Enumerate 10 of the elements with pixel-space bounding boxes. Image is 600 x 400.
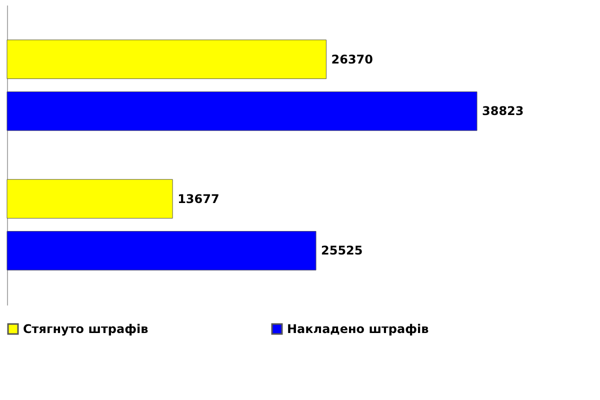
- bar: [6, 230, 316, 270]
- data-label: 38823: [482, 104, 524, 118]
- bar: [6, 179, 173, 219]
- bar: [6, 40, 326, 80]
- legend-label: Накладено штрафів: [287, 322, 430, 336]
- bar: [6, 91, 478, 131]
- data-label: 25525: [321, 244, 363, 258]
- legend-label: Стягнуто штрафів: [23, 322, 149, 336]
- data-label: 26370: [331, 52, 373, 66]
- data-label: 13677: [178, 192, 220, 206]
